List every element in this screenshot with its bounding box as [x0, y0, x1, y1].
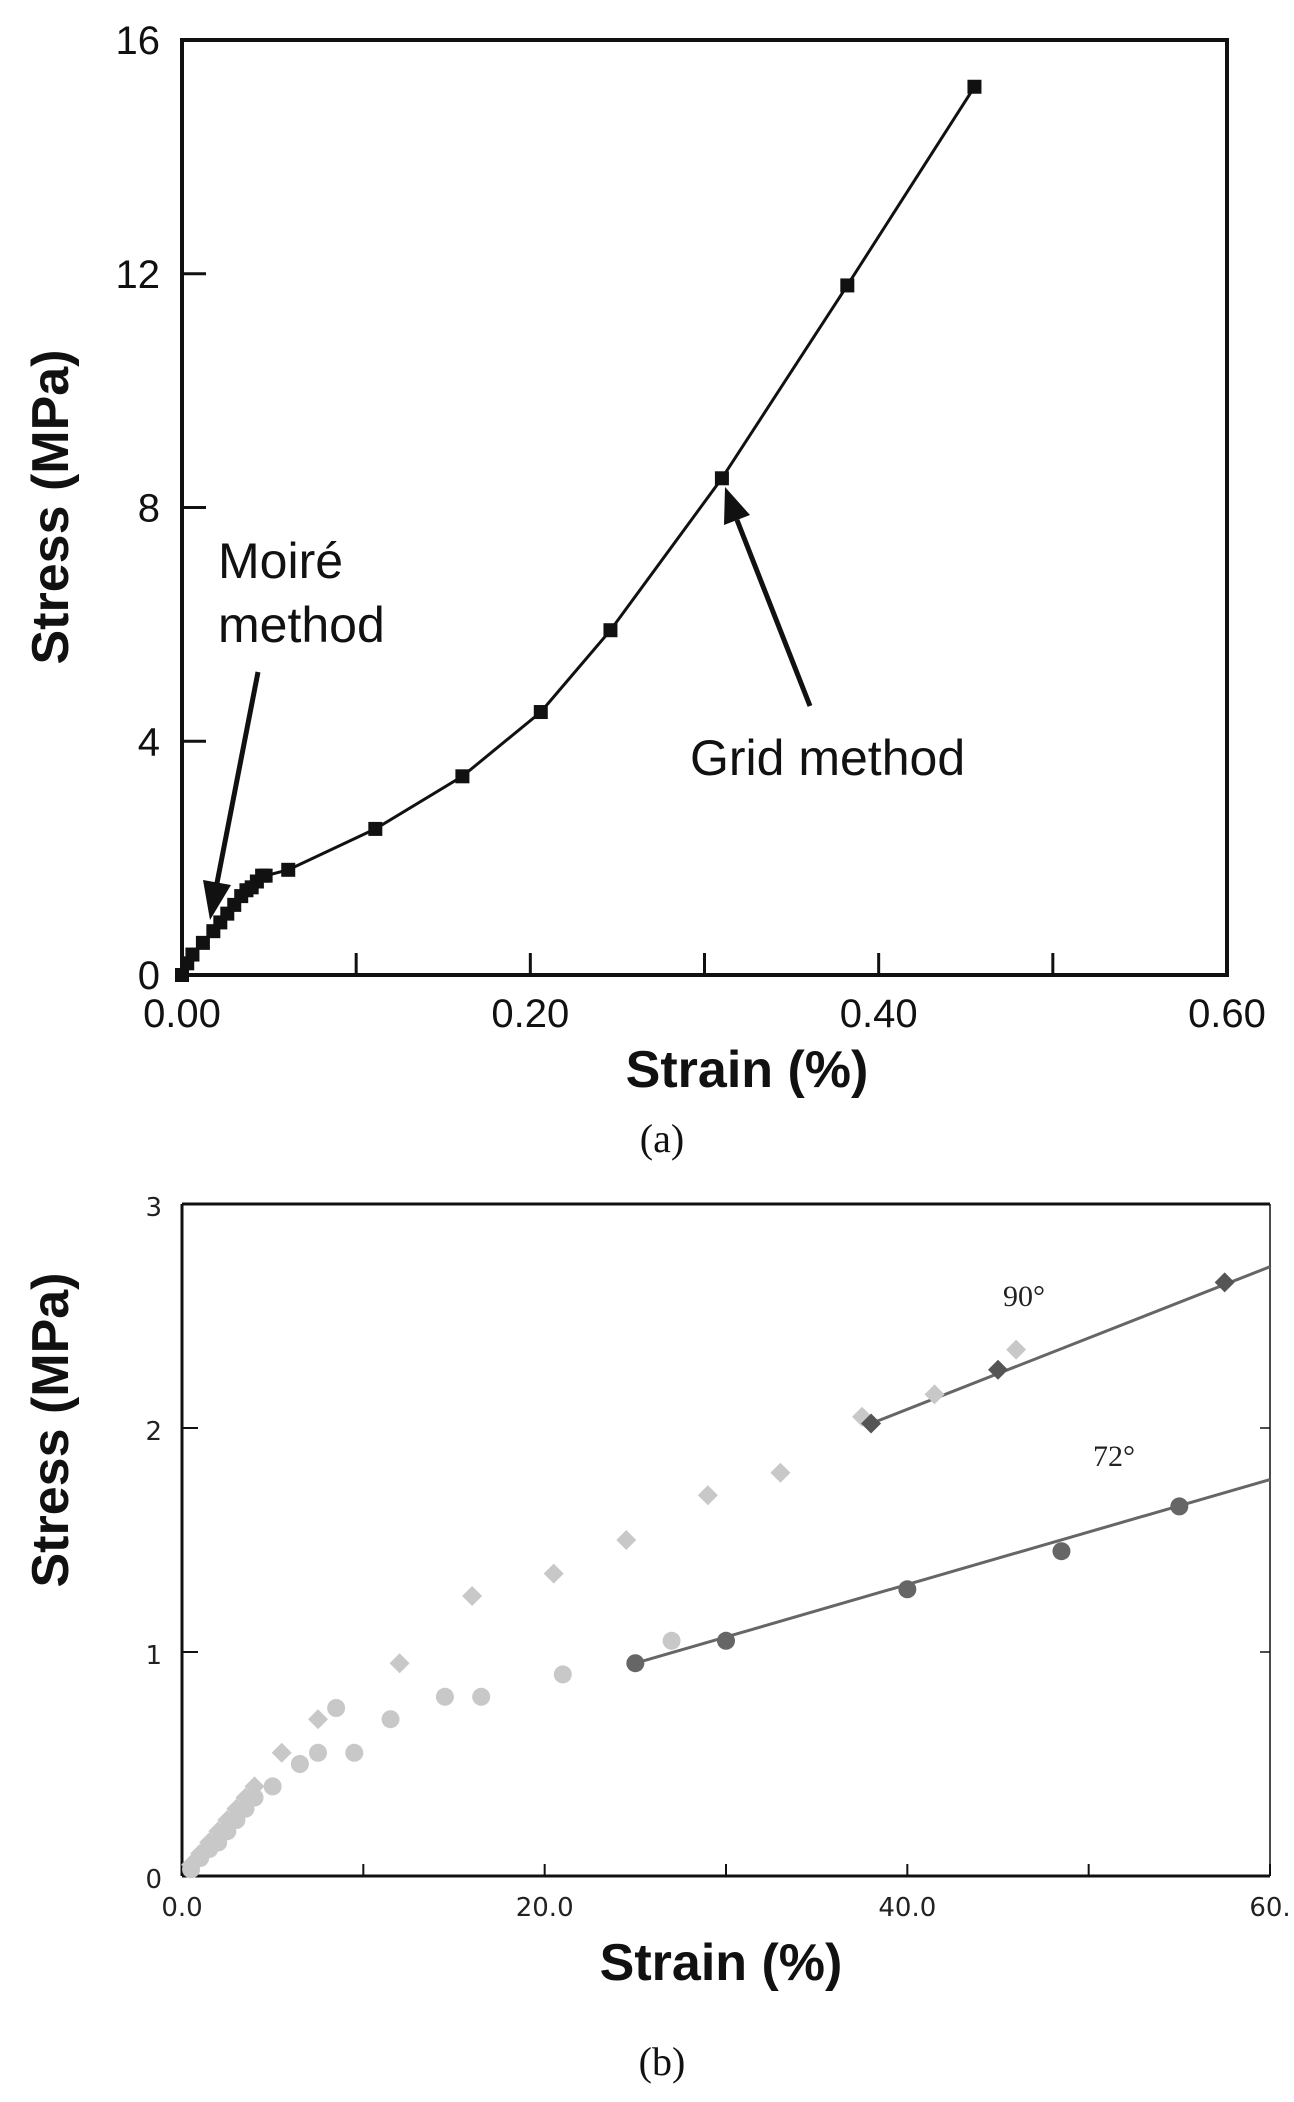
- chart-b-fit-line: [634, 1478, 1271, 1665]
- chart-a-markers: [175, 79, 982, 982]
- chart-a-point: [258, 868, 273, 883]
- chart-b-xtick-label: 20.0: [516, 1893, 574, 1923]
- chart-b-point: [263, 1777, 282, 1796]
- chart-b-point: [290, 1755, 309, 1773]
- moire-arrow: [203, 671, 261, 920]
- chart-b-point: [1006, 1339, 1027, 1360]
- chart-b-tick-labels: 0 1 2 3 0.0 20.0 40.0 60.: [145, 1193, 1290, 1923]
- chart-b-point: [543, 1563, 564, 1584]
- chart-a-tick-labels: 0 4 8 12 16 0.00 0.20 0.40 0.60: [116, 19, 1266, 1036]
- chart-a-point: [533, 705, 548, 720]
- grid-method-annotation: Grid method: [690, 730, 965, 786]
- caption-b: (b): [639, 2039, 686, 2084]
- label-72-deg: 72°: [1093, 1440, 1135, 1473]
- chart-b-point: [616, 1530, 637, 1550]
- chart-b-point: [1170, 1497, 1189, 1516]
- chart-b-point: [717, 1631, 735, 1650]
- chart-b-ytick-label: 0: [145, 1865, 162, 1895]
- chart-b-point: [626, 1654, 645, 1673]
- chart-b-point: [472, 1687, 491, 1706]
- chart-a-xtick-label: 0.40: [840, 992, 918, 1036]
- chart-b-point: [271, 1742, 292, 1763]
- chart-a-ytick-label: 16: [116, 19, 161, 63]
- chart-b-point: [770, 1462, 791, 1483]
- chart-b-point: [1214, 1272, 1235, 1293]
- chart-b-ytick-label: 1: [145, 1641, 162, 1671]
- chart-b: 0 1 2 3 0.0 20.0 40.0 60. Stress (MPa) Strain (…: [22, 1193, 1291, 2084]
- chart-a-ytick-label: 4: [138, 720, 160, 764]
- chart-b-point: [462, 1586, 483, 1606]
- chart-a-point: [175, 968, 189, 982]
- chart-a-point: [603, 623, 618, 638]
- chart-a-xtick-label: 0.60: [1188, 992, 1266, 1036]
- chart-b-point: [389, 1653, 410, 1674]
- chart-b-point: [553, 1665, 572, 1684]
- chart-a-series-line: [180, 85, 976, 976]
- moire-annotation-line2: method: [218, 597, 385, 653]
- chart-a-point: [368, 821, 383, 836]
- chart-b-ytick-label: 2: [145, 1417, 162, 1447]
- chart-a-point: [281, 862, 296, 877]
- chart-a-ticks: [180, 38, 1229, 977]
- chart-b-point: [245, 1788, 264, 1807]
- chart-b-ylabel: Stress (MPa): [22, 1273, 80, 1588]
- chart-a-ytick-label: 12: [116, 253, 161, 297]
- chart-b-point: [662, 1631, 681, 1650]
- chart-a-point: [840, 278, 855, 293]
- chart-b-xtick-label: 40.0: [878, 1893, 936, 1923]
- grid-method-arrow: [724, 487, 813, 707]
- chart-a-point: [455, 769, 470, 784]
- chart-b-point: [988, 1359, 1008, 1380]
- chart-a-point: [185, 947, 200, 962]
- chart-b-point: [435, 1687, 454, 1706]
- chart-a-point: [967, 79, 982, 94]
- chart-b-point: [1052, 1542, 1071, 1561]
- chart-a-xtick-label: 0.00: [143, 992, 221, 1036]
- label-90-deg: 90°: [1003, 1280, 1045, 1313]
- chart-b-point: [345, 1743, 364, 1762]
- chart-a-ytick-label: 0: [138, 954, 160, 998]
- chart-b-point: [898, 1580, 917, 1599]
- chart-b-point: [924, 1384, 945, 1405]
- chart-b-point: [861, 1413, 882, 1434]
- chart-b-point: [309, 1743, 327, 1762]
- chart-a-point: [195, 935, 210, 950]
- chart-b-point: [697, 1485, 718, 1506]
- chart-a-point: [714, 471, 729, 486]
- chart-b-ytick-label: 3: [145, 1193, 162, 1223]
- chart-b-point: [308, 1709, 328, 1730]
- moire-annotation-line1: Moiré: [218, 533, 343, 589]
- caption-a: (a): [640, 1116, 684, 1161]
- chart-b-xtick-label: 0.0: [161, 1893, 202, 1923]
- chart-a-xtick-label: 0.20: [491, 992, 569, 1036]
- chart-a-plot-frame: [180, 38, 1229, 977]
- chart-b-point: [327, 1699, 346, 1717]
- chart-b-point: [381, 1710, 400, 1729]
- chart-b-ticks: [181, 1203, 1271, 1877]
- chart-b-markers: [181, 1272, 1235, 1879]
- chart-a-ylabel: Stress (MPa): [22, 350, 80, 665]
- chart-b-fit-lines: [634, 1265, 1271, 1665]
- chart-a-ytick-label: 8: [138, 487, 160, 531]
- chart-a: 0 4 8 12 16 0.00 0.20 0.40 0.60 Stress (MPa) Str…: [22, 19, 1266, 1161]
- chart-a-xlabel: Strain (%): [626, 1041, 869, 1099]
- chart-b-xtick-label: 60.: [1249, 1893, 1290, 1923]
- chart-b-xlabel: Strain (%): [600, 1934, 843, 1992]
